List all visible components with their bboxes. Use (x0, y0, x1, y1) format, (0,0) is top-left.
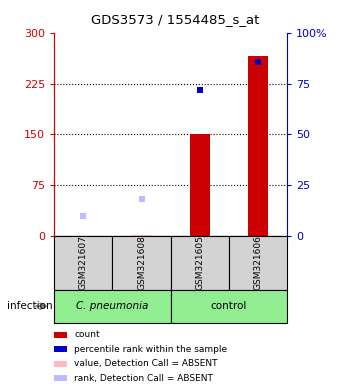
Bar (190, 134, 210, 236)
Text: GDS3573 / 1554485_s_at: GDS3573 / 1554485_s_at (91, 13, 259, 26)
Text: value, Detection Call = ABSENT: value, Detection Call = ABSENT (75, 359, 218, 368)
Bar (248, 56, 268, 236)
Bar (54, 361, 67, 366)
Text: C. pneumonia: C. pneumonia (76, 301, 149, 311)
Bar (54, 236, 112, 290)
Text: GSM321608: GSM321608 (137, 236, 146, 290)
Bar (131, 235, 152, 236)
Text: rank, Detection Call = ABSENT: rank, Detection Call = ABSENT (75, 374, 214, 382)
Text: GSM321607: GSM321607 (79, 236, 88, 290)
Bar (131, 235, 152, 236)
Bar (54, 332, 67, 338)
Bar (54, 375, 67, 381)
Bar (229, 236, 287, 290)
Text: GSM321605: GSM321605 (195, 236, 204, 290)
Bar (171, 290, 287, 323)
Bar (112, 236, 171, 290)
Bar (171, 236, 229, 290)
Text: percentile rank within the sample: percentile rank within the sample (75, 345, 228, 354)
Text: GSM321606: GSM321606 (253, 236, 262, 290)
Text: control: control (211, 301, 247, 311)
Text: infection: infection (7, 301, 52, 311)
Text: count: count (75, 330, 100, 339)
Bar (54, 290, 171, 323)
Bar (54, 346, 67, 352)
